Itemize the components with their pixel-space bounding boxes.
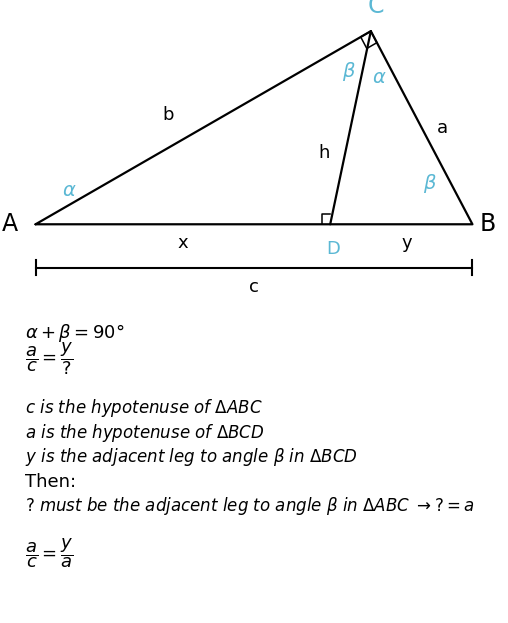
Text: A: A — [2, 212, 18, 236]
Text: $c$ is the hypotenuse of $\Delta ABC$: $c$ is the hypotenuse of $\Delta ABC$ — [25, 397, 263, 419]
Text: B: B — [480, 212, 496, 236]
Text: c: c — [249, 278, 259, 295]
Text: x: x — [178, 234, 188, 252]
Text: $\alpha + \beta = 90°$: $\alpha + \beta = 90°$ — [25, 322, 125, 345]
Text: $a$ is the hypotenuse of $\Delta BCD$: $a$ is the hypotenuse of $\Delta BCD$ — [25, 422, 265, 444]
Text: C: C — [368, 0, 384, 18]
Text: h: h — [318, 144, 329, 161]
Text: y: y — [401, 234, 411, 252]
Text: a: a — [436, 119, 448, 136]
Text: β: β — [423, 174, 435, 193]
Text: $?$ must be the adjacent leg to angle $\beta$ in $\Delta ABC$ $\rightarrow ? = a: $?$ must be the adjacent leg to angle $\… — [25, 495, 475, 517]
Text: α: α — [62, 181, 75, 199]
Text: $\dfrac{a}{c} = \dfrac{y}{?}$: $\dfrac{a}{c} = \dfrac{y}{?}$ — [25, 340, 74, 376]
Text: D: D — [326, 240, 340, 258]
Text: b: b — [162, 107, 173, 124]
Text: β: β — [342, 62, 354, 81]
Text: $y$ is the adjacent leg to angle $\beta$ in $\Delta BCD$: $y$ is the adjacent leg to angle $\beta$… — [25, 445, 358, 468]
Text: Then:: Then: — [25, 473, 77, 490]
Text: $\dfrac{a}{c} = \dfrac{y}{a}$: $\dfrac{a}{c} = \dfrac{y}{a}$ — [25, 536, 74, 570]
Text: α: α — [372, 69, 385, 87]
